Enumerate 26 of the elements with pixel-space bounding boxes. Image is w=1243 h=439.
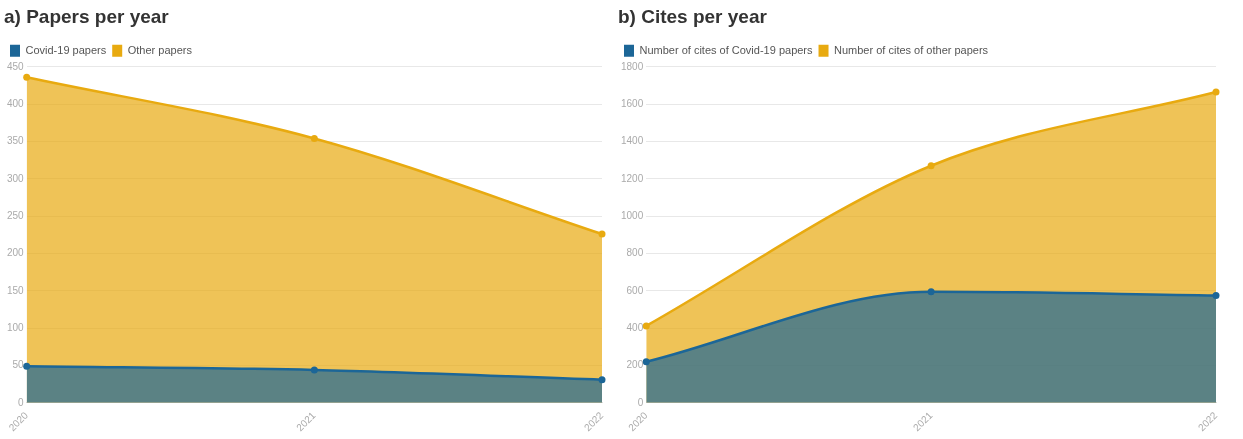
legend-label: Number of cites of Covid-19 papers — [639, 43, 814, 56]
y-tick-label: 250 — [7, 209, 25, 221]
legend-label: Other papers — [127, 43, 193, 56]
chart-title: b) Cites per year — [618, 5, 768, 27]
y-tick-label: 1800 — [621, 60, 644, 72]
y-tick-label: 200 — [626, 359, 644, 371]
y-tick-label: 150 — [7, 284, 25, 296]
y-tick-label: 800 — [626, 247, 644, 259]
y-tick-label: 400 — [626, 321, 644, 333]
y-tick-label: 1200 — [621, 172, 644, 184]
legend-label: Number of cites of other papers — [834, 43, 989, 56]
y-tick-label: 0 — [637, 396, 644, 408]
y-tick-label: 1400 — [621, 135, 644, 147]
y-tick-label: 50 — [12, 359, 25, 371]
y-tick-label: 1600 — [621, 97, 644, 109]
y-tick-label: 1000 — [621, 209, 644, 221]
chart-title: a) Papers per year — [4, 5, 170, 27]
y-tick-label: 0 — [18, 396, 25, 408]
y-tick-label: 100 — [7, 321, 25, 333]
y-tick-label: 450 — [7, 60, 25, 72]
y-tick-label: 350 — [7, 135, 25, 147]
legend-label: Covid-19 papers — [25, 43, 107, 56]
y-tick-label: 300 — [7, 172, 25, 184]
y-tick-label: 400 — [7, 97, 25, 109]
y-tick-label: 600 — [626, 284, 644, 296]
y-tick-label: 200 — [7, 247, 25, 259]
